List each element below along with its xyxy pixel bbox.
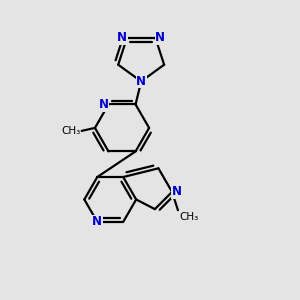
Text: N: N <box>172 185 182 198</box>
Text: N: N <box>117 31 127 44</box>
Text: N: N <box>92 215 102 228</box>
Text: CH₃: CH₃ <box>179 212 199 222</box>
Text: N: N <box>98 98 109 111</box>
Text: N: N <box>155 31 165 44</box>
Text: CH₃: CH₃ <box>61 126 81 136</box>
Text: N: N <box>136 75 146 88</box>
